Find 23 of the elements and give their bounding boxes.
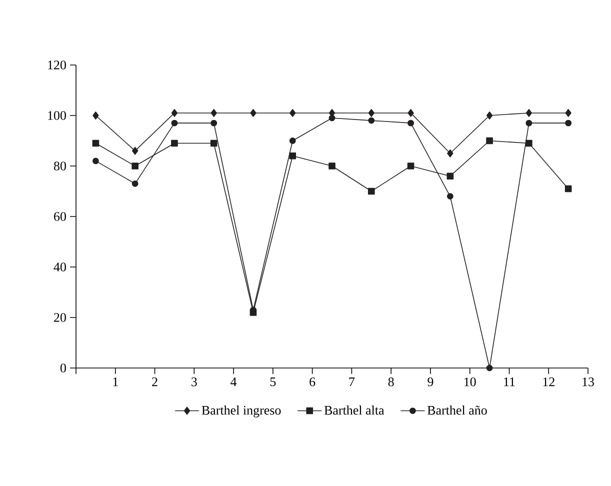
x-tick-label: 1 xyxy=(113,378,118,386)
y-tick-label: 20 xyxy=(54,313,66,322)
x-tick-label: 12 xyxy=(543,378,554,386)
y-tick-label: 60 xyxy=(54,212,66,221)
legend-label: Barthel alta xyxy=(324,406,384,415)
y-tick-label: 120 xyxy=(48,60,66,70)
legend-label: Barthel ingreso xyxy=(202,406,281,418)
y-tick-label: 100 xyxy=(48,111,66,120)
x-tick-label: 6 xyxy=(310,378,316,386)
x-tick-label: 5 xyxy=(270,378,276,386)
y-tick-label: 40 xyxy=(54,262,66,272)
x-tick-label: 2 xyxy=(152,378,158,386)
y-tick-label: 80 xyxy=(54,162,66,170)
x-tick-label: 10 xyxy=(464,378,476,386)
x-tick-label: 3 xyxy=(192,378,197,386)
x-tick-label: 7 xyxy=(349,378,355,386)
x-tick-label: 9 xyxy=(428,378,434,386)
x-tick-label: 8 xyxy=(388,378,394,386)
legend-label: Barthel año xyxy=(427,406,487,415)
x-tick-label: 13 xyxy=(582,378,594,386)
x-tick-label: 11 xyxy=(504,378,515,386)
y-tick-label: 0 xyxy=(60,364,66,372)
x-tick-label: 4 xyxy=(230,378,237,386)
